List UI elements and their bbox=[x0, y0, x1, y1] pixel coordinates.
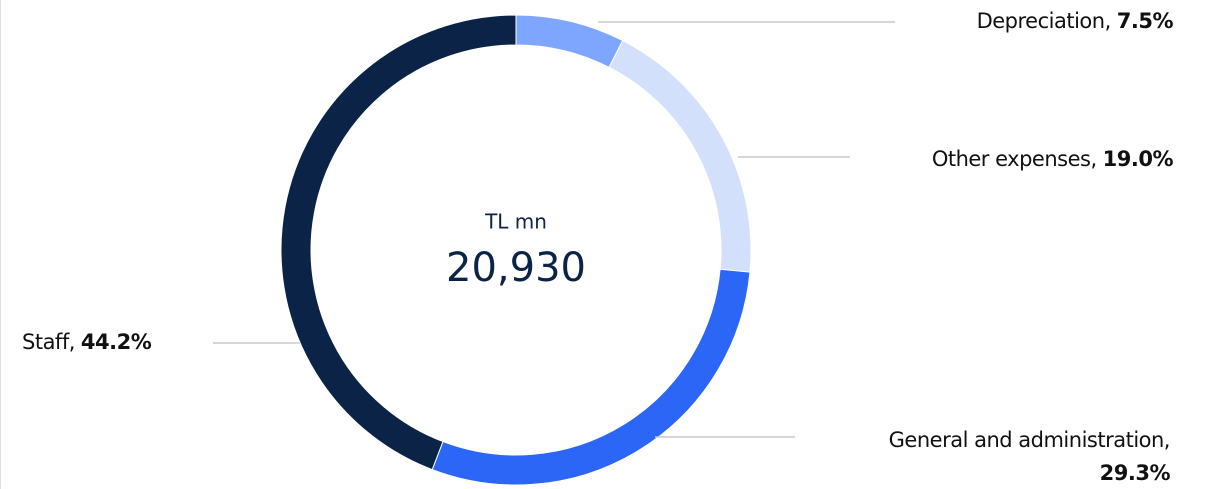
slice-label: Depreciation, 7.5% bbox=[977, 9, 1174, 33]
donut-slice bbox=[515, 14, 624, 69]
donut-slice bbox=[431, 268, 751, 486]
donut-slice bbox=[280, 14, 517, 471]
slice-value: 29.3% bbox=[1100, 461, 1171, 485]
slice-category: Other expenses, bbox=[932, 147, 1097, 171]
slice-label: Staff, 44.2% bbox=[22, 330, 152, 354]
center-value: 20,930 bbox=[446, 245, 586, 291]
donut-slice bbox=[608, 39, 752, 273]
slice-value: 19.0% bbox=[1103, 147, 1174, 171]
slice-value: 7.5% bbox=[1117, 9, 1174, 33]
slice-label: Other expenses, 19.0% bbox=[932, 147, 1174, 171]
slice-category: Staff, bbox=[22, 330, 75, 354]
center-title: TL mn bbox=[484, 210, 547, 234]
slice-category: Depreciation, bbox=[977, 9, 1111, 33]
slice-value: 44.2% bbox=[81, 330, 152, 354]
slice-label: General and administration, bbox=[889, 428, 1170, 452]
